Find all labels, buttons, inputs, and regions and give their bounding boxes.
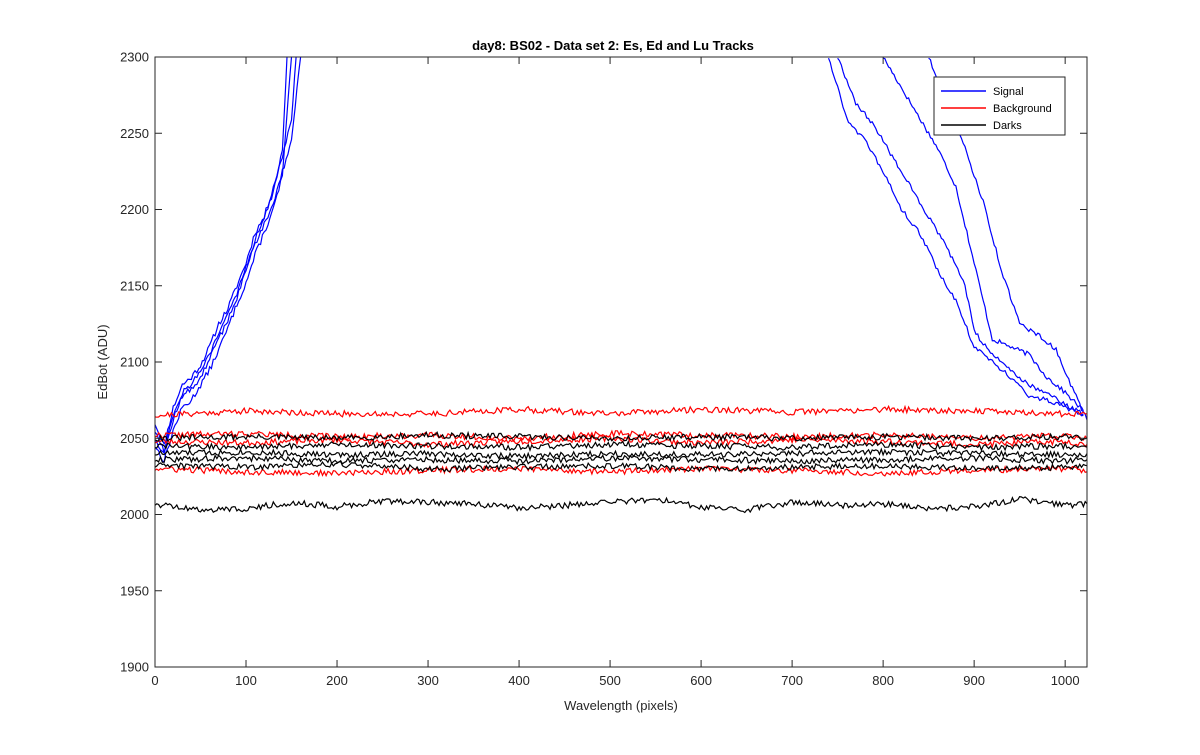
x-tick-label: 400	[508, 673, 530, 688]
series-line-signal-6	[837, 57, 1084, 417]
x-tick-label: 900	[963, 673, 985, 688]
y-tick-label: 2300	[120, 50, 149, 65]
series-line-darks-18	[155, 496, 1087, 514]
y-tick-label: 2050	[120, 431, 149, 446]
x-tick-label: 500	[599, 673, 621, 688]
series-line-signal-1	[155, 57, 297, 446]
x-axis-label: Wavelength (pixels)	[564, 698, 678, 713]
x-tick-label: 0	[151, 673, 158, 688]
x-tick-label: 800	[872, 673, 894, 688]
x-tick-label: 100	[235, 673, 257, 688]
series-line-darks-14	[155, 439, 1087, 452]
legend: Signal Background Darks	[933, 76, 1066, 136]
y-tick-label: 2250	[120, 126, 149, 141]
series-line-background-12	[155, 464, 1087, 478]
series-line-signal-2	[155, 57, 302, 455]
series-line-background-9	[155, 404, 1087, 418]
y-tick-label: 1950	[120, 583, 149, 598]
legend-label-darks: Darks	[993, 120, 1022, 132]
y-tick-label: 1900	[120, 660, 149, 675]
x-tick-label: 1000	[1051, 673, 1080, 688]
y-tick-label: 2100	[120, 355, 149, 370]
chart-title: day8: BS02 - Data set 2: Es, Ed and Lu T…	[472, 38, 754, 53]
x-tick-label: 700	[781, 673, 803, 688]
legend-label-signal: Signal	[993, 86, 1024, 98]
ticks-group: 0 100 200 300 400 500 600 700 800 900 1000 1900 1950…	[120, 50, 1087, 688]
y-tick-label: 2000	[120, 507, 149, 522]
y-axis-label: EdBot (ADU)	[95, 324, 110, 399]
series-line-background-11	[155, 434, 1087, 449]
x-tick-label: 600	[690, 673, 712, 688]
legend-label-background: Background	[993, 103, 1052, 115]
series-line-darks-16	[155, 453, 1087, 466]
y-tick-label: 2150	[120, 278, 149, 293]
series-line-darks-13	[155, 430, 1087, 443]
y-tick-label: 2200	[120, 202, 149, 217]
x-tick-label: 200	[326, 673, 348, 688]
x-tick-label: 300	[417, 673, 439, 688]
series-line-darks-15	[155, 447, 1087, 461]
series-line-signal-4	[155, 57, 288, 454]
series-line-signal-7	[882, 57, 1084, 412]
series-line-signal-5	[827, 57, 1084, 417]
series-line-signal-3	[155, 57, 293, 464]
series-line-darks-17	[155, 460, 1087, 473]
